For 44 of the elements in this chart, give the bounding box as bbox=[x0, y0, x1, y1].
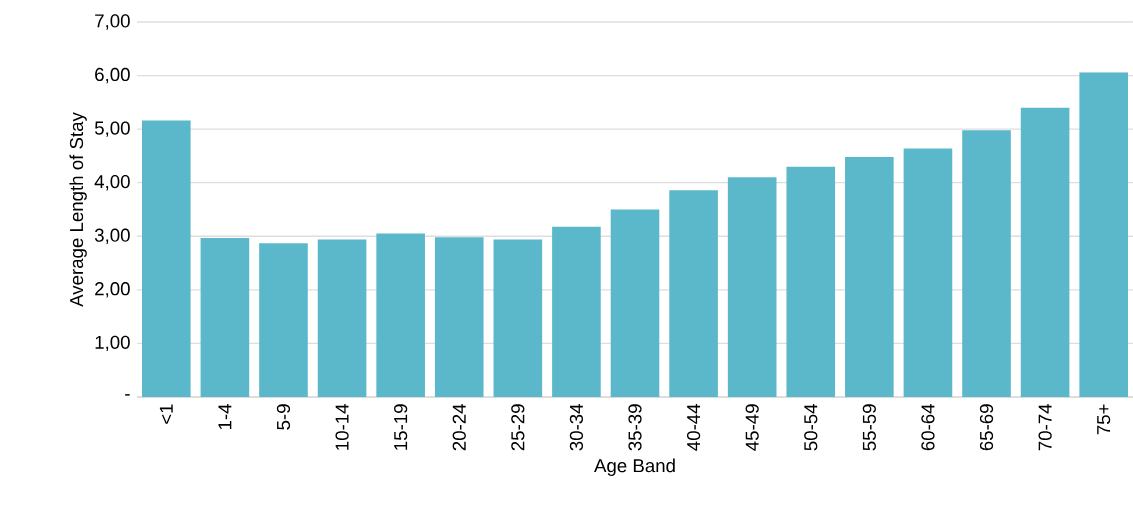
x-tick-label: 1-4 bbox=[218, 404, 232, 430]
x-tick-label: 70-74 bbox=[1038, 404, 1052, 451]
x-tick-label: 40-44 bbox=[686, 404, 701, 451]
x-tick-label: 15-19 bbox=[394, 404, 408, 450]
x-tick-label: 5-9 bbox=[276, 404, 291, 430]
y-axis-title: Average Length of Stay bbox=[69, 112, 87, 307]
x-tick-label: 35-39 bbox=[628, 404, 642, 451]
bar bbox=[376, 233, 425, 397]
x-tick-label: 60-64 bbox=[921, 404, 935, 451]
bar bbox=[434, 237, 484, 397]
bar bbox=[1020, 107, 1070, 397]
x-tick-label: 10-14 bbox=[335, 404, 349, 450]
bar bbox=[259, 243, 308, 397]
x-tick-label: 75+ bbox=[1097, 404, 1111, 435]
x-axis-title: Age Band bbox=[594, 458, 675, 476]
x-tick-label: 20-24 bbox=[452, 404, 466, 451]
x-tick-label: 50-54 bbox=[804, 404, 818, 451]
bar bbox=[786, 166, 836, 397]
x-tick-label: 30-34 bbox=[569, 404, 584, 451]
bar bbox=[200, 237, 250, 397]
y-tick-label: 7,00 bbox=[95, 14, 130, 30]
x-tick-label: 65-69 bbox=[979, 404, 994, 451]
x-tick-label: <1 bbox=[159, 404, 173, 424]
bar bbox=[317, 239, 367, 397]
y-tick-label: 1,00 bbox=[95, 335, 130, 352]
y-tick-label: 4,00 bbox=[94, 174, 130, 191]
bar bbox=[1079, 72, 1129, 397]
x-tick-label: 55-59 bbox=[862, 404, 876, 451]
y-tick-label: 6,00 bbox=[95, 67, 130, 84]
bar bbox=[552, 226, 601, 397]
bar bbox=[903, 148, 953, 397]
y-tick-label: 2,00 bbox=[95, 282, 130, 298]
x-tick-label: 45-49 bbox=[745, 404, 759, 451]
bar bbox=[141, 120, 191, 397]
x-tick-label: 25-29 bbox=[511, 404, 525, 451]
bar bbox=[493, 239, 543, 397]
bar bbox=[962, 130, 1011, 397]
bar bbox=[727, 177, 777, 397]
y-tick-label: - bbox=[125, 394, 130, 396]
y-tick-label: 3,00 bbox=[94, 228, 130, 244]
bar bbox=[845, 157, 894, 397]
bar bbox=[669, 190, 718, 397]
bar bbox=[610, 209, 660, 397]
y-tick-label: 5,00 bbox=[94, 121, 130, 137]
